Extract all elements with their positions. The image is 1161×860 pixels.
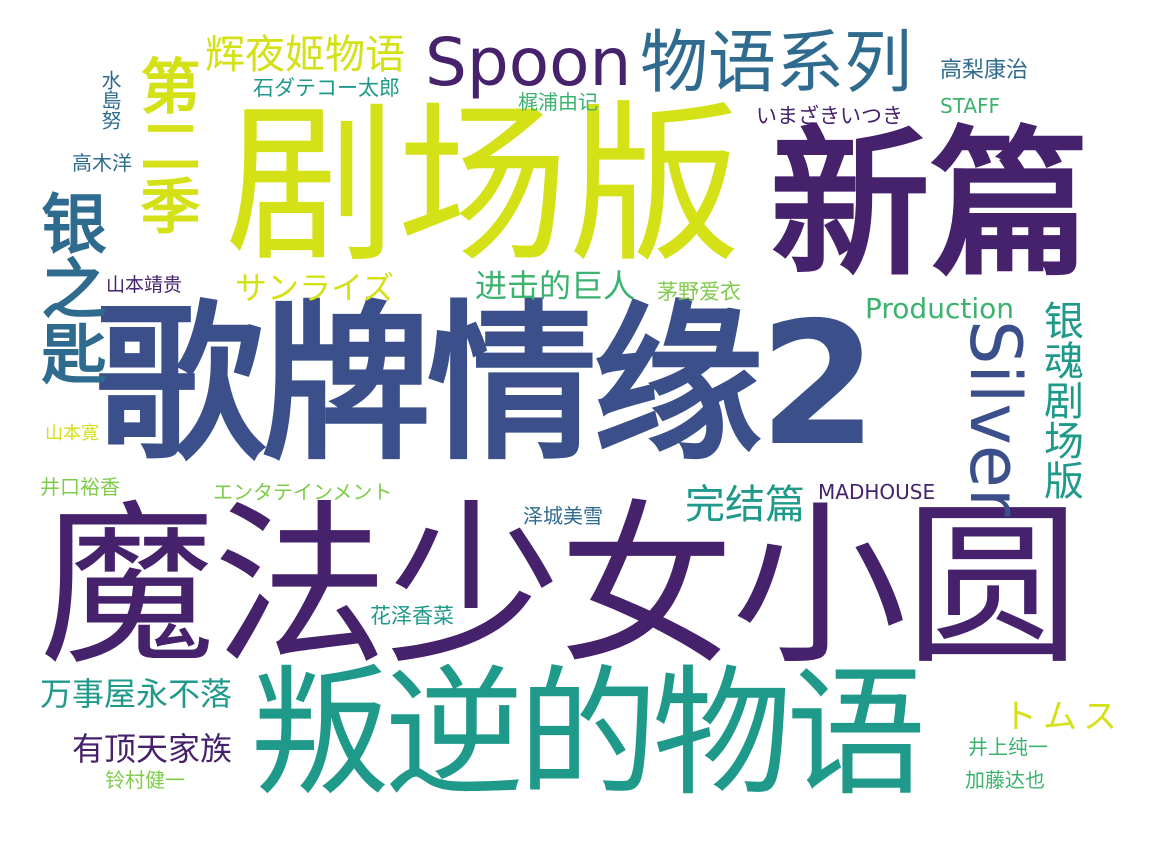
word-yamamoto-yutaka: 山本寛 bbox=[45, 423, 99, 444]
word-karuta-2: 歌牌情缘2 bbox=[95, 286, 877, 484]
word-mizushima-tsutomu: 水島努 bbox=[98, 70, 122, 130]
word-final-chapter: 完结篇 bbox=[685, 482, 805, 528]
word-silver: Silver bbox=[954, 320, 1036, 517]
word-madhouse: MADHOUSE bbox=[818, 480, 936, 504]
word-suzumura-kenichi: 铃村健一 bbox=[105, 768, 185, 792]
word-new-chapter: 新篇 bbox=[770, 111, 1091, 298]
word-eccentric-family: 有顶天家族 bbox=[72, 730, 233, 768]
word-takagi-hiroshi: 高木洋 bbox=[72, 151, 132, 175]
word-hanazawa-kana: 花泽香菜 bbox=[370, 604, 454, 628]
word-staff: STAFF bbox=[940, 94, 1001, 118]
word-entertainment: エンタテインメント bbox=[213, 480, 393, 504]
word-ishidate-kotaro: 石ダテコー太郎 bbox=[253, 76, 400, 100]
word-second-season: 第二季 bbox=[130, 55, 200, 235]
word-inoue-junichi: 井上纯一 bbox=[968, 735, 1048, 759]
word-tms: トムス bbox=[1003, 697, 1123, 737]
word-gintama-movie: 银魂剧场版 bbox=[1037, 300, 1083, 500]
word-iguchi-yuka: 井口裕香 bbox=[40, 475, 120, 499]
word-imazaki-itsuki: いまざきいつき bbox=[756, 104, 903, 128]
word-spoon: Spoon bbox=[425, 24, 632, 101]
word-kayano-ai: 茅野爱衣 bbox=[657, 280, 741, 304]
word-sunrise: サンライズ bbox=[235, 269, 395, 307]
word-attack-on-titan: 进击的巨人 bbox=[475, 267, 636, 305]
word-takanashi-yasuharu: 高梨康治 bbox=[940, 58, 1029, 83]
word-madoka-magica: 魔法少女小圆 bbox=[40, 486, 1080, 689]
word-production: Production bbox=[865, 292, 1014, 325]
word-monogatari-series: 物语系列 bbox=[640, 24, 913, 103]
word-kato-tatsuya: 加藤达也 bbox=[965, 768, 1045, 792]
word-yorozuya-forever: 万事屋永不落 bbox=[40, 675, 233, 713]
word-kaguya-story: 辉夜姬物语 bbox=[205, 32, 405, 78]
word-silver-spoon-cn: 银之匙 bbox=[30, 190, 105, 385]
word-rebellion-story: 叛逆的物语 bbox=[250, 653, 926, 816]
word-yamamoto-yasutaka: 山本靖贵 bbox=[106, 274, 183, 296]
word-movie-version: 剧场版 bbox=[225, 85, 741, 286]
word-kajiura-yuki: 梶浦由记 bbox=[518, 90, 598, 114]
word-sawashiro-miyuki: 泽城美雪 bbox=[523, 504, 603, 528]
